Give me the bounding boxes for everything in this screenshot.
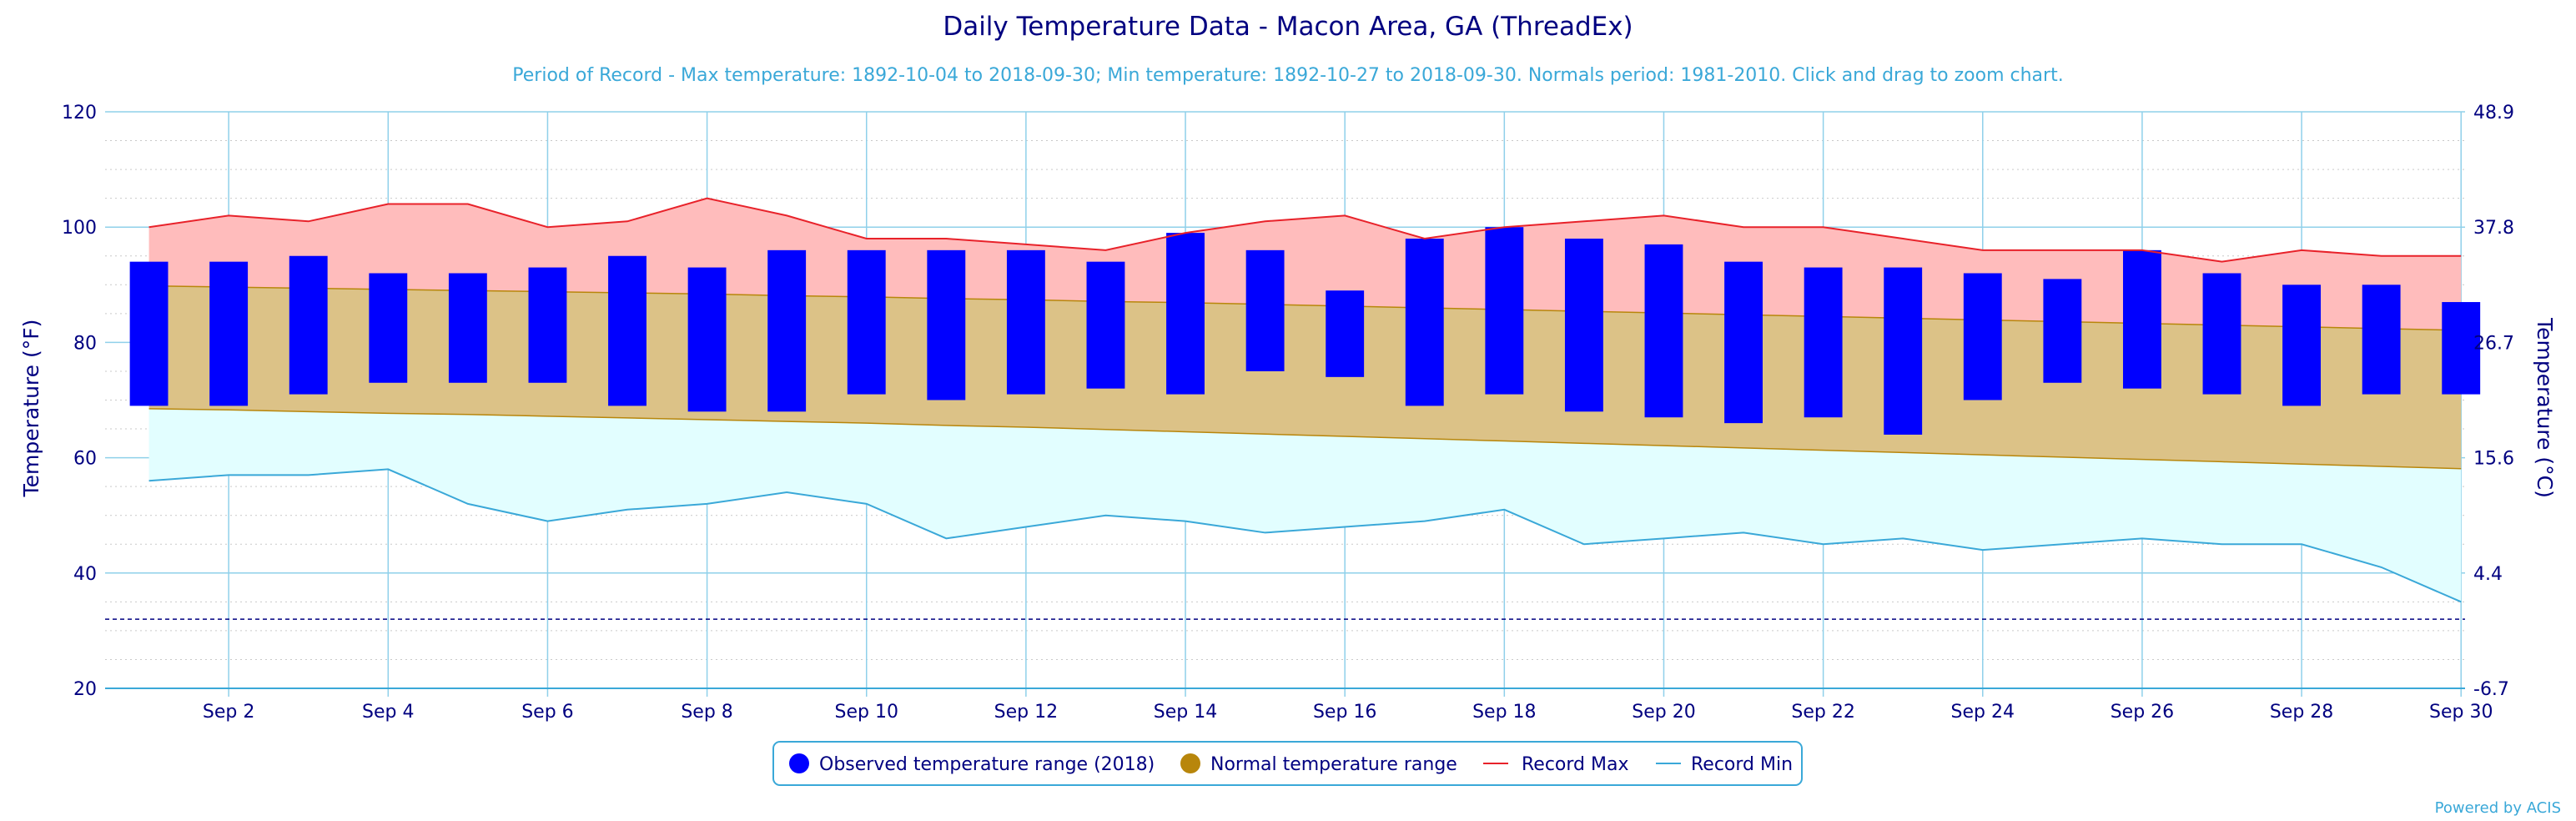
observed-range-bar bbox=[1086, 261, 1125, 389]
y-tick-label-left: 100 bbox=[62, 218, 97, 239]
x-tick-label: Sep 4 bbox=[362, 702, 414, 723]
chart-legend: Observed temperature range (2018) Normal… bbox=[772, 741, 1803, 786]
y-axis-title-right: Temperature (°C) bbox=[2533, 317, 2557, 498]
x-tick-label: Sep 28 bbox=[2270, 702, 2333, 723]
y-tick-label-right: 37.8 bbox=[2473, 218, 2514, 239]
x-tick-label: Sep 26 bbox=[2111, 702, 2174, 723]
observed-range-bar bbox=[1166, 233, 1205, 395]
y-tick-label-left: 120 bbox=[62, 103, 97, 123]
normal-low-line bbox=[148, 408, 2462, 470]
observed-range-bar bbox=[1644, 244, 1683, 418]
observed-range-bar bbox=[1564, 239, 1603, 412]
record-lines bbox=[148, 197, 2462, 603]
observed-range-bar bbox=[129, 261, 169, 406]
observed-range-bar bbox=[1006, 249, 1045, 395]
observed-range-bar bbox=[608, 255, 647, 406]
x-tick-label: Sep 2 bbox=[203, 702, 254, 723]
observed-range-bar bbox=[927, 249, 966, 400]
record-min-line bbox=[148, 468, 2462, 603]
x-tick-label: Sep 22 bbox=[1791, 702, 1854, 723]
observed-range-bar bbox=[1326, 290, 1365, 377]
legend-marker-normal bbox=[1180, 753, 1200, 773]
observed-range-bar bbox=[1485, 227, 1524, 395]
observed-range-bar bbox=[2122, 249, 2161, 389]
observed-range-bar bbox=[1963, 273, 2002, 400]
observed-range-bar bbox=[847, 249, 886, 395]
x-tick-label: Sep 20 bbox=[1632, 702, 1695, 723]
observed-range-bar bbox=[2362, 285, 2401, 395]
record-max-line bbox=[148, 197, 2462, 263]
normal-range-band bbox=[148, 285, 2462, 469]
legend-item-record-min[interactable]: Record Min bbox=[1656, 754, 1793, 775]
chart-title: Daily Temperature Data - Macon Area, GA … bbox=[943, 12, 1633, 42]
observed-range-bar bbox=[2202, 273, 2241, 395]
x-tick-label: Sep 30 bbox=[2429, 702, 2493, 723]
observed-range-bar bbox=[1884, 267, 1923, 435]
record-min-band bbox=[148, 408, 2462, 602]
y-tick-label-right: 48.9 bbox=[2473, 103, 2514, 123]
x-tick-label: Sep 12 bbox=[994, 702, 1058, 723]
y-tick-label-left: 80 bbox=[73, 333, 97, 354]
x-tick-label: Sep 14 bbox=[1154, 702, 1217, 723]
observed-range-bar bbox=[448, 273, 487, 383]
y-tick-label-right: -6.7 bbox=[2473, 679, 2509, 700]
y-tick-label-left: 60 bbox=[73, 449, 97, 470]
legend-item-normal[interactable]: Normal temperature range bbox=[1180, 753, 1457, 775]
axis-labels: 20 -6.7 40 4.4 60 15.6 80 26.7 100 37.8 120 48.9 Sep… bbox=[62, 103, 2514, 723]
record-max-band bbox=[148, 198, 2462, 330]
y-tick-label-right: 4.4 bbox=[2473, 564, 2503, 585]
x-tick-label: Sep 8 bbox=[681, 702, 732, 723]
y-tick-label-left: 20 bbox=[73, 679, 97, 700]
observed-range-bar bbox=[1245, 249, 1285, 371]
y-tick-label-left: 40 bbox=[73, 564, 97, 585]
observed-range-bar bbox=[767, 249, 807, 412]
x-tick-label: Sep 24 bbox=[1951, 702, 2015, 723]
x-tick-label: Sep 10 bbox=[835, 702, 898, 723]
observed-range-bar bbox=[2442, 302, 2481, 395]
observed-range-bar bbox=[1804, 267, 1843, 418]
legend-item-record-max[interactable]: Record Max bbox=[1483, 754, 1629, 775]
observed-range-bar bbox=[369, 273, 408, 383]
observed-range-bar bbox=[2043, 279, 2082, 383]
acis-credit-link[interactable]: Powered by ACIS bbox=[2435, 799, 2561, 817]
observed-range-bar bbox=[528, 267, 567, 383]
x-tick-label: Sep 18 bbox=[1472, 702, 1536, 723]
observed-range-bar bbox=[289, 255, 328, 395]
observed-range-bar bbox=[209, 261, 249, 406]
observed-bars bbox=[129, 227, 2481, 435]
legend-label-observed: Observed temperature range (2018) bbox=[819, 754, 1155, 775]
legend-label-normal: Normal temperature range bbox=[1210, 754, 1457, 775]
y-tick-label-right: 15.6 bbox=[2473, 449, 2514, 470]
legend-label-record-min: Record Min bbox=[1691, 754, 1793, 775]
legend-box bbox=[772, 741, 1803, 786]
observed-range-bar bbox=[1724, 261, 1763, 424]
x-tick-label: Sep 16 bbox=[1313, 702, 1376, 723]
area-layer bbox=[148, 198, 2462, 602]
legend-item-observed[interactable]: Observed temperature range (2018) bbox=[789, 753, 1155, 775]
y-axis-title-left: Temperature (°F) bbox=[19, 320, 43, 498]
observed-range-bar bbox=[687, 267, 727, 412]
observed-range-bar bbox=[2282, 285, 2322, 406]
legend-marker-observed bbox=[789, 753, 809, 773]
chart-subtitle: Period of Record - Max temperature: 1892… bbox=[512, 65, 2063, 86]
y-tick-label-right: 26.7 bbox=[2473, 333, 2514, 354]
legend-label-record-max: Record Max bbox=[1522, 754, 1629, 775]
x-tick-label: Sep 6 bbox=[521, 702, 573, 723]
observed-range-bar bbox=[1405, 239, 1444, 406]
